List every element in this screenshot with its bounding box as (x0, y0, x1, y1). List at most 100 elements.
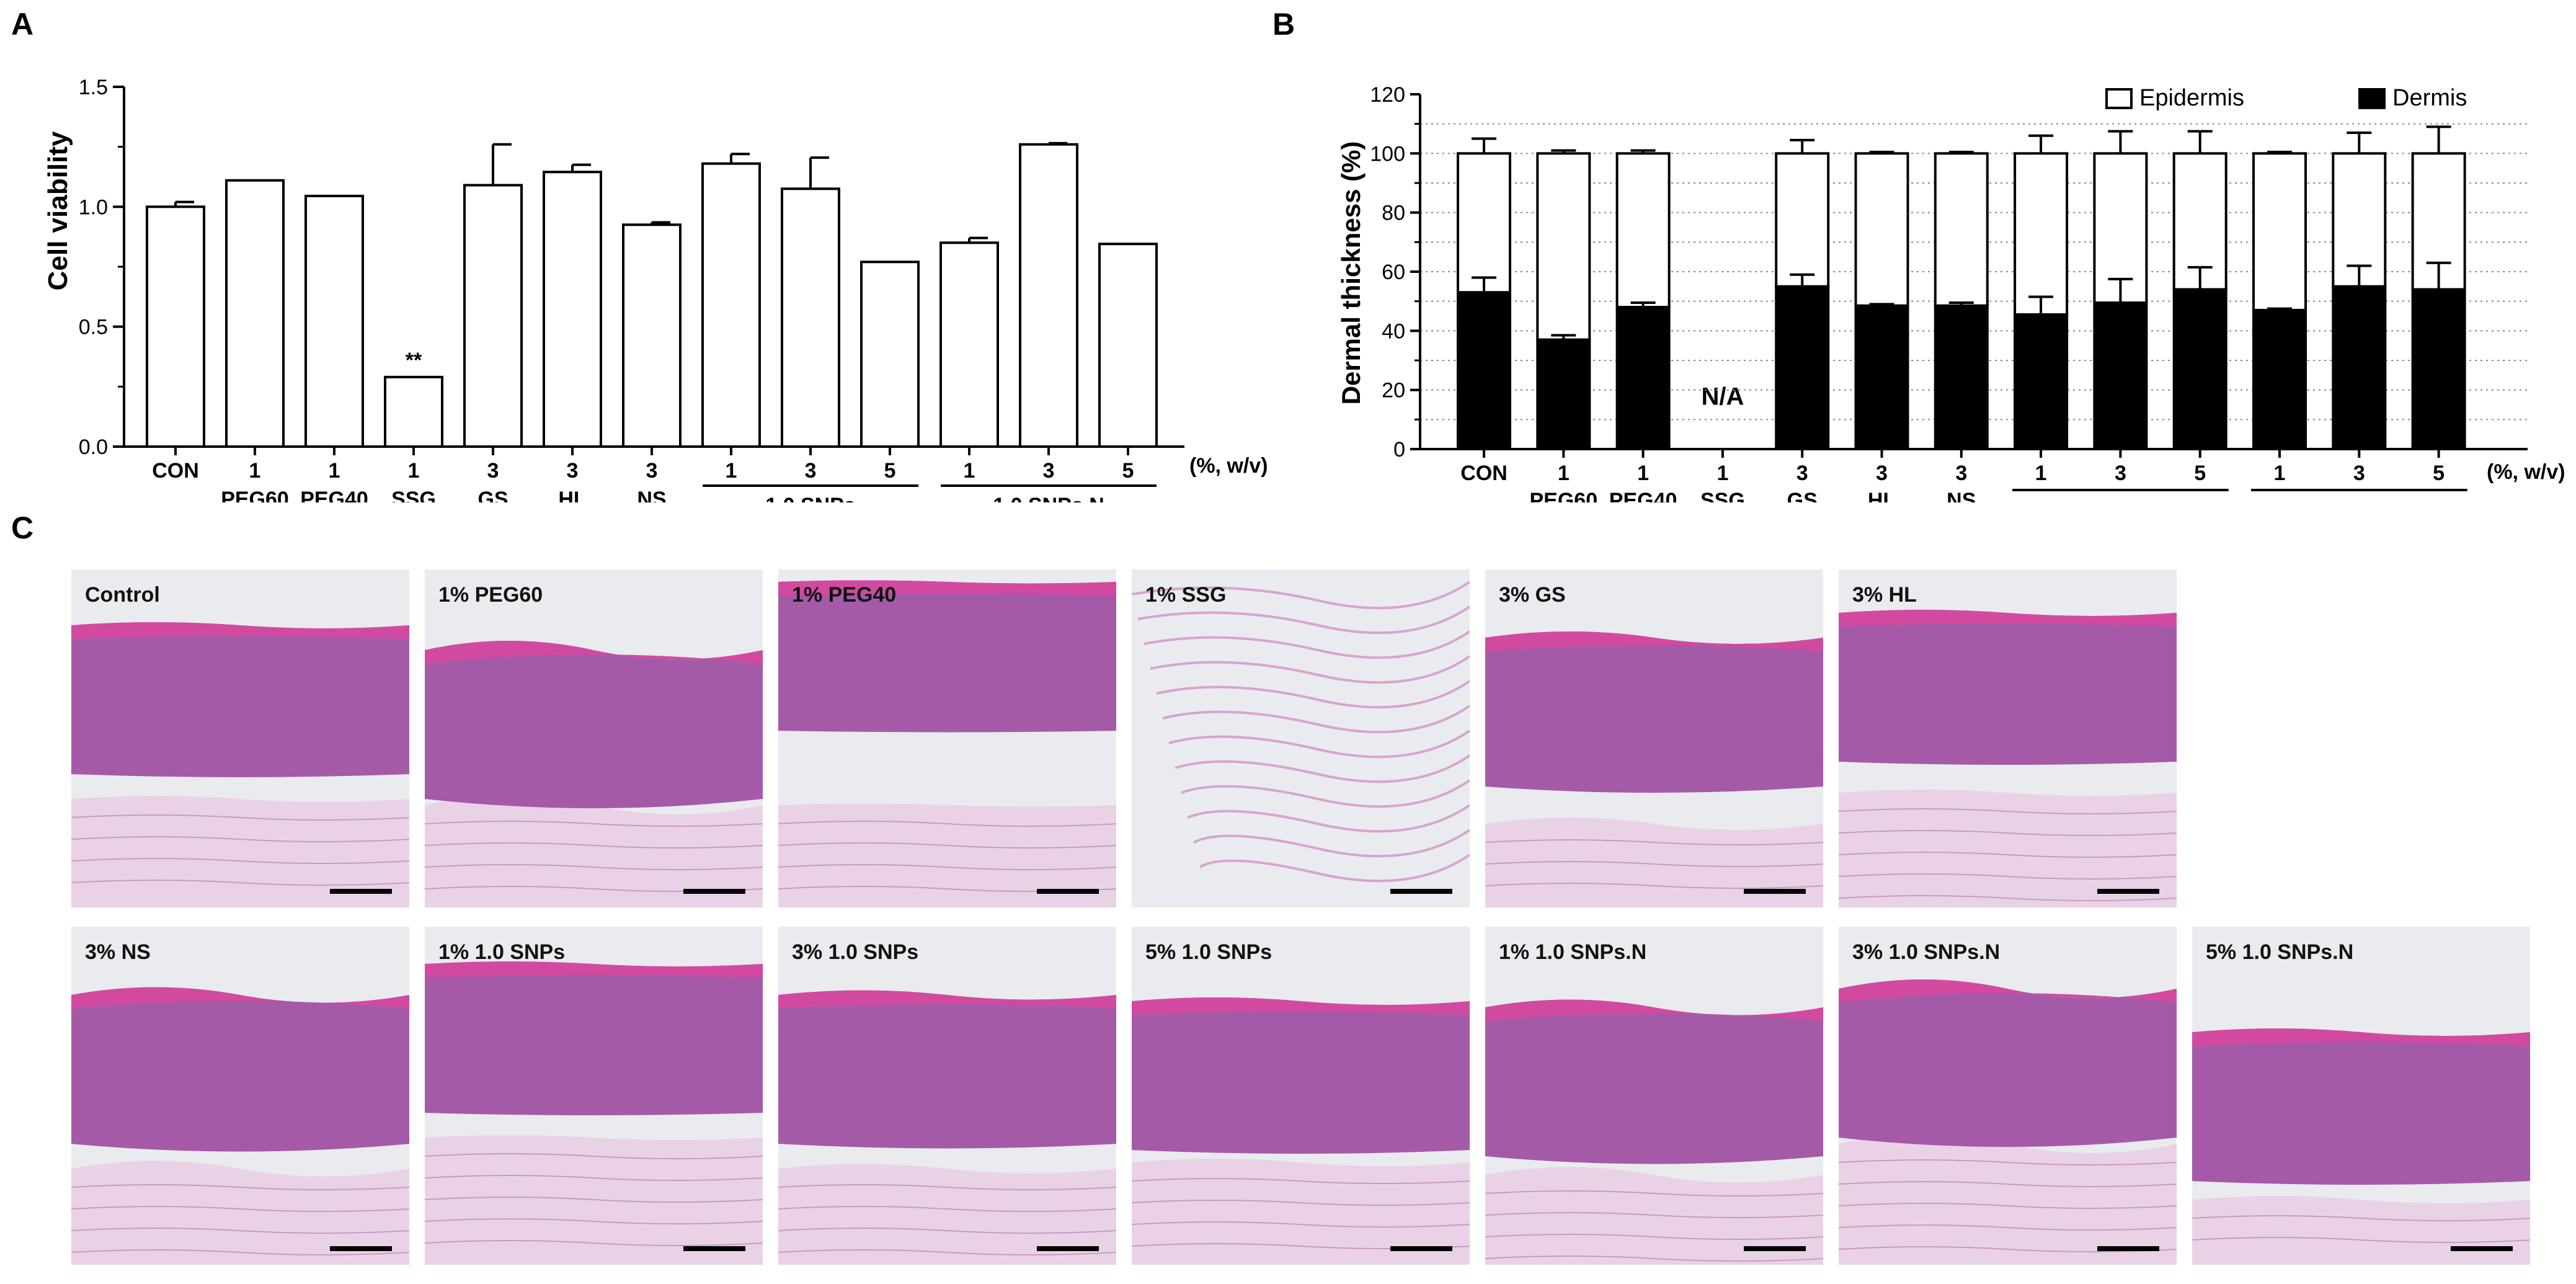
bar (384, 375, 443, 448)
collagen-fiber (71, 1184, 409, 1190)
bar (304, 194, 364, 448)
category-sublabel: SSG (1700, 489, 1745, 502)
category-label: CON (1460, 461, 1508, 485)
micrograph-label: 3% 1.0 SNPs (792, 940, 919, 964)
chart-a-ytick-label: 0.5 (79, 316, 108, 339)
tissue-illustration (1132, 581, 1470, 883)
category-label: 3 (646, 459, 658, 483)
collagen-fiber (1839, 895, 2177, 901)
collagen-fiber (1839, 1181, 2177, 1187)
dermal-thickness-chart: Dermal thickness (%) (%, w/v) N/A Epider… (1336, 83, 2565, 502)
bar-dermis (1854, 304, 1909, 451)
collagen-fiber (778, 821, 1116, 827)
bar-epidermis (1775, 152, 1830, 288)
collagen-fiber (778, 864, 1116, 870)
collagen-fiber (1168, 729, 1470, 759)
stratum-corneum (1485, 999, 1823, 1021)
collagen-fiber (425, 1175, 763, 1181)
collagen-fiber (1156, 680, 1470, 709)
legend-swatch-dermis (2358, 88, 2386, 109)
chart-b-ytick-label: 60 (1382, 261, 1405, 284)
cell-viability-chart: Cell viability (%, w/v) 0.0 0.5 1.0 1.5 CON 1… (43, 76, 1268, 502)
panel-letter-a: A (11, 7, 34, 42)
bar (622, 223, 682, 448)
category-sublabel: PEG60 (221, 488, 289, 502)
collagen-fiber (1150, 655, 1470, 684)
stratum-corneum (1839, 610, 2177, 626)
collagen-fiber (1193, 829, 1470, 858)
collagen-fiber (2192, 1237, 2530, 1243)
category-label: 1 (329, 459, 340, 483)
group-label: 1.0 SNPs.N (993, 494, 1104, 502)
collagen-fiber (425, 1218, 763, 1224)
category-label: 1 (964, 459, 975, 483)
chart-b-ylabel: Dermal thickness (%) (1336, 141, 1366, 405)
micrograph-tile: 1% PEG60 (425, 569, 763, 907)
collagen-fiber (778, 1249, 1116, 1255)
collagen-fiber (1132, 1221, 1470, 1228)
category-sublabel: PEG40 (300, 488, 368, 502)
scale-bar (1744, 1246, 1806, 1251)
stratum-corneum (1132, 997, 1470, 1015)
chart-b-ytick-label: 80 (1382, 202, 1405, 225)
bar (1098, 243, 1158, 448)
scale-bar (1037, 889, 1099, 894)
epidermis-layer (2192, 1028, 2530, 1185)
chart-b-ytick-label: 100 (1370, 142, 1405, 166)
collagen-fiber (1485, 861, 1823, 867)
collagen-fiber (71, 880, 409, 886)
micrograph-tile: 1% PEG40 (778, 569, 1116, 907)
category-label: 5 (2433, 461, 2445, 485)
micrograph-label: Control (85, 583, 160, 607)
bar-epidermis (2252, 152, 2307, 311)
tissue-illustration (1839, 979, 2177, 1265)
collagen-fiber (1485, 1234, 1823, 1240)
bar-dermis (1615, 306, 1671, 451)
epidermis-layer (71, 987, 409, 1152)
stratum-corneum (1839, 979, 2177, 1002)
micrograph-label: 5% 1.0 SNPs (1145, 940, 1272, 964)
micrograph-label: 3% NS (85, 940, 151, 964)
chart-b-ytick-label: 0 (1393, 438, 1405, 461)
micrograph-label: 3% HL (1852, 583, 1917, 607)
collagen-fiber (778, 1206, 1116, 1212)
category-label: 3 (1797, 461, 1808, 485)
bar (146, 205, 205, 448)
category-label: 5 (884, 459, 896, 483)
dermis-layer (1132, 1159, 1470, 1265)
epidermis-layer (778, 990, 1116, 1149)
bar-epidermis (2332, 152, 2387, 288)
category-label: 3 (2115, 461, 2126, 485)
tissue-illustration (425, 641, 763, 907)
collagen-fiber (1132, 581, 1470, 610)
epidermis-layer (1485, 999, 1823, 1164)
chart-b-ytick-label: 120 (1370, 83, 1405, 107)
bar-dermis (2172, 288, 2227, 450)
category-label: 3 (1876, 461, 1888, 485)
scale-bar (683, 889, 745, 894)
micrograph-label: 1% 1.0 SNPs.N (1499, 940, 1647, 964)
micrograph-tile: 3% 1.0 SNPs (778, 927, 1116, 1265)
tissue-illustration (1132, 997, 1470, 1265)
collagen-fiber (71, 814, 409, 821)
chart-b-units-label: (%, w/v) (2487, 460, 2565, 484)
collagen-fiber (425, 821, 763, 827)
scale-bar (1390, 889, 1452, 894)
collagen-fiber (778, 1184, 1116, 1190)
category-sublabel: PEG60 (1529, 489, 1597, 502)
micrograph-label: 1% SSG (1145, 583, 1227, 607)
bar-dermis (1457, 291, 1511, 450)
significance-marker: ** (406, 349, 422, 372)
chart-b-ytick-label: 40 (1382, 319, 1405, 343)
bar-dermis (1536, 338, 1591, 451)
scale-bar (330, 889, 392, 894)
scale-bar (2451, 1246, 2513, 1251)
chart-b-ytick-label: 20 (1382, 379, 1405, 403)
bar-epidermis (1615, 152, 1671, 309)
category-sublabel: GS (1787, 489, 1818, 502)
category-label: 1 (408, 459, 420, 483)
collagen-fiber (1485, 839, 1823, 845)
collagen-fiber (1199, 854, 1470, 883)
tissue-illustration (2192, 1028, 2530, 1265)
collagen-fiber (425, 1240, 763, 1246)
